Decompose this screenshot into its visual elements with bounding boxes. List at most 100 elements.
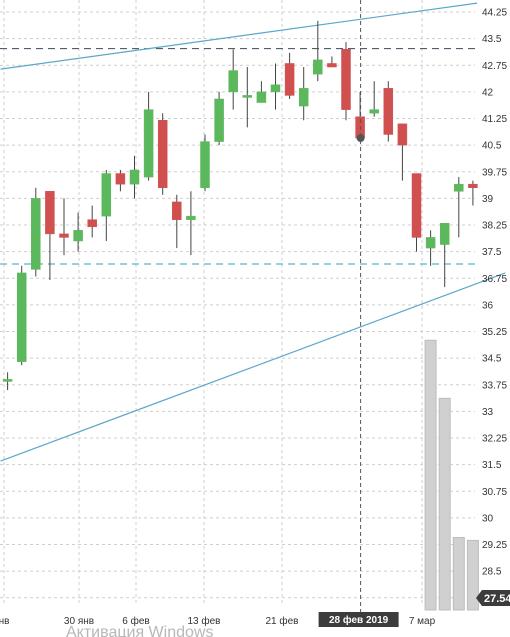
y-tick-label: 38.25 (482, 221, 507, 232)
trend-lines (0, 2, 506, 462)
volume-bars (424, 339, 479, 611)
volume-bar (424, 339, 437, 611)
candle-body (298, 88, 309, 107)
x-tick-label: 7 мар (409, 616, 436, 627)
candle-down[interactable] (115, 169, 126, 192)
candle-up[interactable] (256, 81, 267, 103)
volume-bar (452, 537, 465, 611)
y-tick-label: 36 (482, 300, 494, 311)
candle-up[interactable] (31, 187, 41, 277)
candle-body (16, 272, 27, 362)
candle-up[interactable] (101, 169, 112, 241)
candle-body (313, 59, 323, 75)
candle-body (143, 109, 154, 178)
y-tick-label: 30 (482, 513, 494, 524)
candle-down[interactable] (157, 113, 168, 195)
candle-body (200, 141, 210, 188)
candle-down[interactable] (397, 123, 408, 181)
y-tick-label: 37.5 (482, 247, 502, 258)
candle-up[interactable] (242, 67, 253, 128)
candle-up[interactable] (454, 177, 464, 238)
crosshair-dot (356, 134, 365, 143)
candle-body (101, 173, 112, 217)
candle-body (327, 63, 337, 68)
candle-body (397, 123, 408, 146)
candle-down[interactable] (284, 52, 295, 99)
candle-up[interactable] (425, 230, 436, 266)
candle-down[interactable] (59, 198, 69, 256)
candle-up[interactable] (298, 67, 309, 121)
candle-body (454, 183, 464, 192)
candle-body (228, 70, 238, 93)
candle-body (186, 215, 196, 220)
candle-up[interactable] (228, 49, 238, 110)
y-tick-label: 36.75 (482, 274, 507, 285)
candle-down[interactable] (87, 205, 97, 238)
y-tick-label: 30.75 (482, 487, 507, 498)
y-tick-label: 44.25 (482, 8, 507, 19)
y-tick-label: 42.75 (482, 61, 507, 72)
candle-body (270, 84, 281, 93)
candle-body (129, 169, 140, 185)
y-tick-label: 33.75 (482, 380, 507, 391)
candle-up[interactable] (200, 134, 210, 192)
candle-down[interactable] (172, 194, 182, 249)
candle-body (284, 63, 295, 96)
candle-up[interactable] (439, 222, 450, 288)
y-tick-label: 39.75 (482, 167, 507, 178)
y-tick-label: 43.5 (482, 34, 502, 45)
x-tick-label: 30 янв (64, 616, 94, 627)
candle-up[interactable] (186, 191, 196, 256)
candle-body (411, 173, 422, 238)
current-price-label: 27.54 (476, 590, 510, 606)
candle-down[interactable] (45, 191, 55, 281)
grid-lines (0, 0, 475, 605)
candle-body (214, 98, 224, 142)
candle-down[interactable] (411, 173, 422, 252)
crosshair-date-label: 28 фев 2019 (318, 612, 399, 627)
trend-line[interactable] (0, 2, 478, 70)
y-tick-label: 34.5 (482, 354, 502, 365)
candle-body (425, 237, 436, 249)
candle-up[interactable] (2, 372, 13, 391)
candle-down[interactable] (468, 180, 478, 206)
candles (2, 20, 478, 391)
candle-body (439, 222, 450, 245)
candle-up[interactable] (214, 91, 224, 146)
candle-body (172, 201, 182, 220)
candle-up[interactable] (369, 81, 379, 117)
candle-body (383, 88, 394, 135)
candle-body (242, 95, 253, 98)
trend-line[interactable] (0, 272, 506, 462)
candle-up[interactable] (270, 63, 281, 110)
x-tick-label: 21 фев (265, 615, 298, 627)
candle-up[interactable] (143, 91, 154, 181)
candle-body (369, 109, 379, 114)
y-tick-label: 40.5 (482, 141, 502, 152)
x-tick-label: 6 фев (122, 615, 149, 627)
candle-up[interactable] (73, 212, 83, 252)
y-tick-label: 29.25 (482, 540, 507, 551)
y-tick-label: 42 (482, 87, 494, 98)
candle-body (45, 191, 55, 235)
candle-up[interactable] (313, 20, 323, 82)
candle-body (468, 183, 478, 188)
x-axis: нв 30 янв 6 фев 13 фев 21 фев 7 мар (0, 615, 436, 627)
y-tick-label: 33 (482, 407, 494, 418)
candle-down[interactable] (341, 42, 351, 121)
x-tick-label: нв (0, 616, 9, 627)
y-tick-label: 28.5 (482, 567, 502, 578)
candle-down[interactable] (327, 56, 337, 68)
y-tick-label: 35.25 (482, 327, 507, 338)
candle-up[interactable] (16, 265, 27, 366)
x-tick-label: 13 фев (187, 615, 220, 627)
candle-up[interactable] (129, 155, 140, 199)
crosshair-date-text: 28 фев 2019 (329, 614, 389, 626)
windows-activation-watermark: Активация Windows (66, 624, 213, 637)
candle-body (157, 120, 168, 188)
candle-body (256, 91, 267, 103)
candle-body (341, 49, 351, 110)
y-tick-label: 32.25 (482, 434, 507, 445)
candle-down[interactable] (383, 81, 394, 142)
